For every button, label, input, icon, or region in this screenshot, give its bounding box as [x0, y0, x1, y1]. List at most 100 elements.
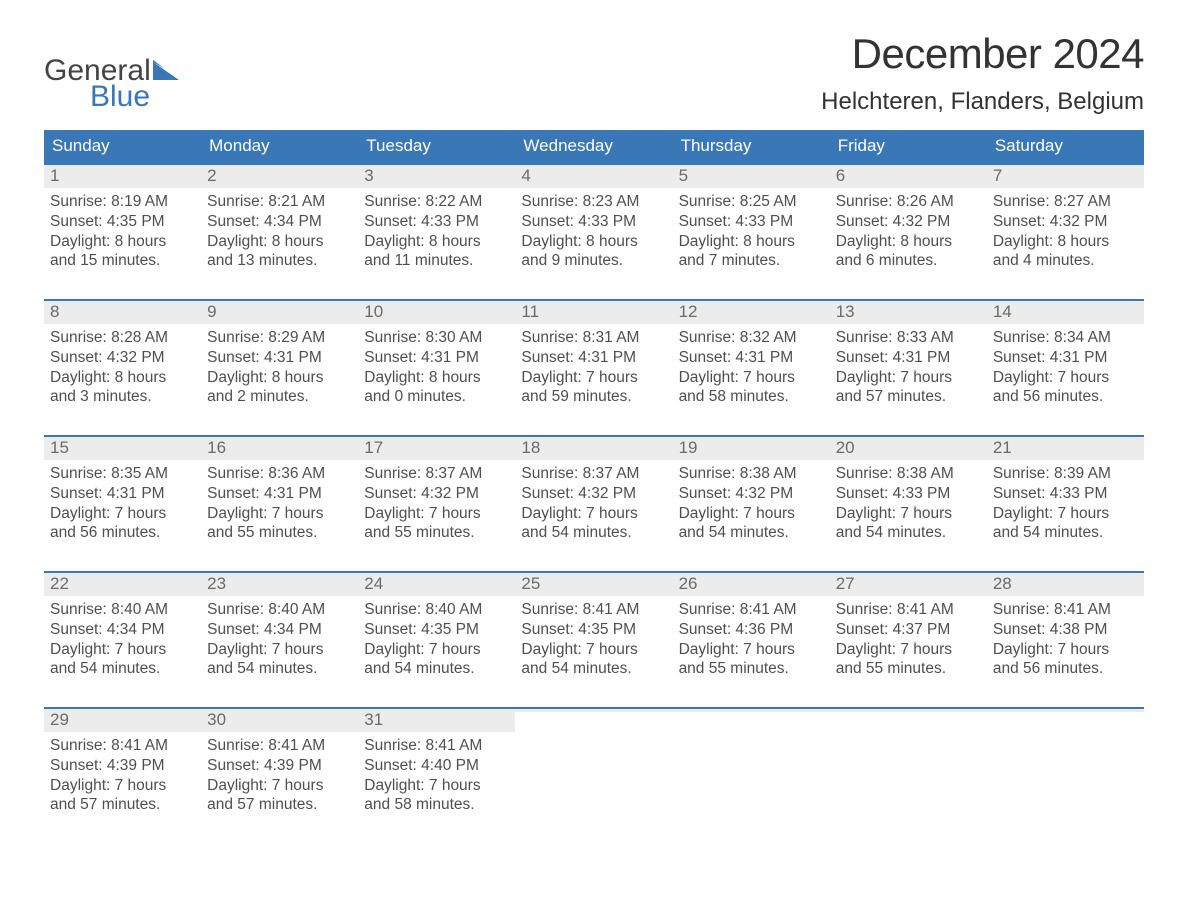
day-sunset: Sunset: 4:34 PM	[50, 620, 195, 640]
day-number: 4	[515, 165, 672, 188]
day-dl1: Daylight: 7 hours	[207, 504, 352, 524]
day-sunrise: Sunrise: 8:26 AM	[836, 192, 981, 212]
day-dl1: Daylight: 7 hours	[50, 640, 195, 660]
day-sunrise: Sunrise: 8:22 AM	[364, 192, 509, 212]
day-cell: 1Sunrise: 8:19 AMSunset: 4:35 PMDaylight…	[44, 165, 201, 275]
day-of-week-header: Sunday Monday Tuesday Wednesday Thursday…	[44, 130, 1144, 163]
page-title: December 2024	[821, 30, 1144, 78]
day-sunset: Sunset: 4:31 PM	[521, 348, 666, 368]
day-sunrise: Sunrise: 8:38 AM	[679, 464, 824, 484]
day-details: Sunrise: 8:41 AMSunset: 4:40 PMDaylight:…	[358, 732, 515, 817]
day-details: Sunrise: 8:41 AMSunset: 4:37 PMDaylight:…	[830, 596, 987, 681]
day-number	[830, 709, 987, 712]
day-details: Sunrise: 8:38 AMSunset: 4:32 PMDaylight:…	[673, 460, 830, 545]
day-sunset: Sunset: 4:38 PM	[993, 620, 1138, 640]
day-number: 26	[673, 573, 830, 596]
location-subtitle: Helchteren, Flanders, Belgium	[821, 88, 1144, 116]
day-dl1: Daylight: 7 hours	[993, 640, 1138, 660]
day-sunset: Sunset: 4:35 PM	[50, 212, 195, 232]
day-dl2: and 15 minutes.	[50, 251, 195, 271]
day-sunset: Sunset: 4:31 PM	[207, 348, 352, 368]
day-sunset: Sunset: 4:32 PM	[679, 484, 824, 504]
day-number: 14	[987, 301, 1144, 324]
day-number: 23	[201, 573, 358, 596]
day-dl2: and 57 minutes.	[836, 387, 981, 407]
day-dl1: Daylight: 8 hours	[50, 368, 195, 388]
day-dl2: and 54 minutes.	[679, 523, 824, 543]
day-dl2: and 11 minutes.	[364, 251, 509, 271]
day-sunset: Sunset: 4:33 PM	[364, 212, 509, 232]
day-dl1: Daylight: 7 hours	[679, 368, 824, 388]
day-dl2: and 0 minutes.	[364, 387, 509, 407]
day-cell	[515, 709, 672, 819]
day-details: Sunrise: 8:29 AMSunset: 4:31 PMDaylight:…	[201, 324, 358, 409]
day-cell: 22Sunrise: 8:40 AMSunset: 4:34 PMDayligh…	[44, 573, 201, 683]
title-block: December 2024 Helchteren, Flanders, Belg…	[821, 30, 1144, 116]
day-sunrise: Sunrise: 8:37 AM	[364, 464, 509, 484]
day-dl2: and 13 minutes.	[207, 251, 352, 271]
day-cell: 9Sunrise: 8:29 AMSunset: 4:31 PMDaylight…	[201, 301, 358, 411]
day-sunrise: Sunrise: 8:41 AM	[50, 736, 195, 756]
day-dl2: and 3 minutes.	[50, 387, 195, 407]
day-cell: 19Sunrise: 8:38 AMSunset: 4:32 PMDayligh…	[673, 437, 830, 547]
day-cell: 11Sunrise: 8:31 AMSunset: 4:31 PMDayligh…	[515, 301, 672, 411]
day-sunset: Sunset: 4:33 PM	[679, 212, 824, 232]
day-cell: 20Sunrise: 8:38 AMSunset: 4:33 PMDayligh…	[830, 437, 987, 547]
day-sunrise: Sunrise: 8:41 AM	[521, 600, 666, 620]
day-sunrise: Sunrise: 8:40 AM	[207, 600, 352, 620]
dow-monday: Monday	[201, 130, 358, 163]
day-sunrise: Sunrise: 8:29 AM	[207, 328, 352, 348]
day-number: 1	[44, 165, 201, 188]
day-sunset: Sunset: 4:31 PM	[993, 348, 1138, 368]
day-sunrise: Sunrise: 8:33 AM	[836, 328, 981, 348]
day-dl2: and 54 minutes.	[521, 523, 666, 543]
day-sunrise: Sunrise: 8:23 AM	[521, 192, 666, 212]
day-cell: 26Sunrise: 8:41 AMSunset: 4:36 PMDayligh…	[673, 573, 830, 683]
day-number	[673, 709, 830, 712]
logo-text-blue: Blue	[90, 80, 181, 114]
day-sunset: Sunset: 4:39 PM	[50, 756, 195, 776]
day-details: Sunrise: 8:41 AMSunset: 4:39 PMDaylight:…	[44, 732, 201, 817]
day-cell: 21Sunrise: 8:39 AMSunset: 4:33 PMDayligh…	[987, 437, 1144, 547]
day-sunrise: Sunrise: 8:41 AM	[364, 736, 509, 756]
day-sunset: Sunset: 4:32 PM	[993, 212, 1138, 232]
day-sunset: Sunset: 4:34 PM	[207, 212, 352, 232]
day-cell: 16Sunrise: 8:36 AMSunset: 4:31 PMDayligh…	[201, 437, 358, 547]
day-sunrise: Sunrise: 8:37 AM	[521, 464, 666, 484]
day-sunrise: Sunrise: 8:36 AM	[207, 464, 352, 484]
day-dl1: Daylight: 7 hours	[679, 504, 824, 524]
day-details: Sunrise: 8:21 AMSunset: 4:34 PMDaylight:…	[201, 188, 358, 273]
day-cell: 12Sunrise: 8:32 AMSunset: 4:31 PMDayligh…	[673, 301, 830, 411]
day-dl2: and 54 minutes.	[836, 523, 981, 543]
day-dl1: Daylight: 8 hours	[521, 232, 666, 252]
day-details: Sunrise: 8:36 AMSunset: 4:31 PMDaylight:…	[201, 460, 358, 545]
day-number: 18	[515, 437, 672, 460]
day-details: Sunrise: 8:37 AMSunset: 4:32 PMDaylight:…	[358, 460, 515, 545]
day-sunset: Sunset: 4:33 PM	[836, 484, 981, 504]
day-dl1: Daylight: 8 hours	[207, 232, 352, 252]
day-dl1: Daylight: 8 hours	[364, 368, 509, 388]
day-number: 30	[201, 709, 358, 732]
day-sunrise: Sunrise: 8:41 AM	[679, 600, 824, 620]
day-details: Sunrise: 8:40 AMSunset: 4:34 PMDaylight:…	[44, 596, 201, 681]
day-cell: 24Sunrise: 8:40 AMSunset: 4:35 PMDayligh…	[358, 573, 515, 683]
day-number: 25	[515, 573, 672, 596]
day-cell: 13Sunrise: 8:33 AMSunset: 4:31 PMDayligh…	[830, 301, 987, 411]
day-sunrise: Sunrise: 8:35 AM	[50, 464, 195, 484]
day-sunrise: Sunrise: 8:39 AM	[993, 464, 1138, 484]
day-sunrise: Sunrise: 8:41 AM	[207, 736, 352, 756]
day-details: Sunrise: 8:37 AMSunset: 4:32 PMDaylight:…	[515, 460, 672, 545]
day-details: Sunrise: 8:23 AMSunset: 4:33 PMDaylight:…	[515, 188, 672, 273]
day-dl2: and 4 minutes.	[993, 251, 1138, 271]
day-number: 6	[830, 165, 987, 188]
day-number: 20	[830, 437, 987, 460]
day-details: Sunrise: 8:41 AMSunset: 4:39 PMDaylight:…	[201, 732, 358, 817]
day-dl1: Daylight: 7 hours	[521, 640, 666, 660]
day-dl2: and 55 minutes.	[364, 523, 509, 543]
day-sunset: Sunset: 4:32 PM	[521, 484, 666, 504]
day-sunset: Sunset: 4:35 PM	[521, 620, 666, 640]
day-number: 17	[358, 437, 515, 460]
dow-thursday: Thursday	[673, 130, 830, 163]
day-details: Sunrise: 8:32 AMSunset: 4:31 PMDaylight:…	[673, 324, 830, 409]
day-details: Sunrise: 8:26 AMSunset: 4:32 PMDaylight:…	[830, 188, 987, 273]
